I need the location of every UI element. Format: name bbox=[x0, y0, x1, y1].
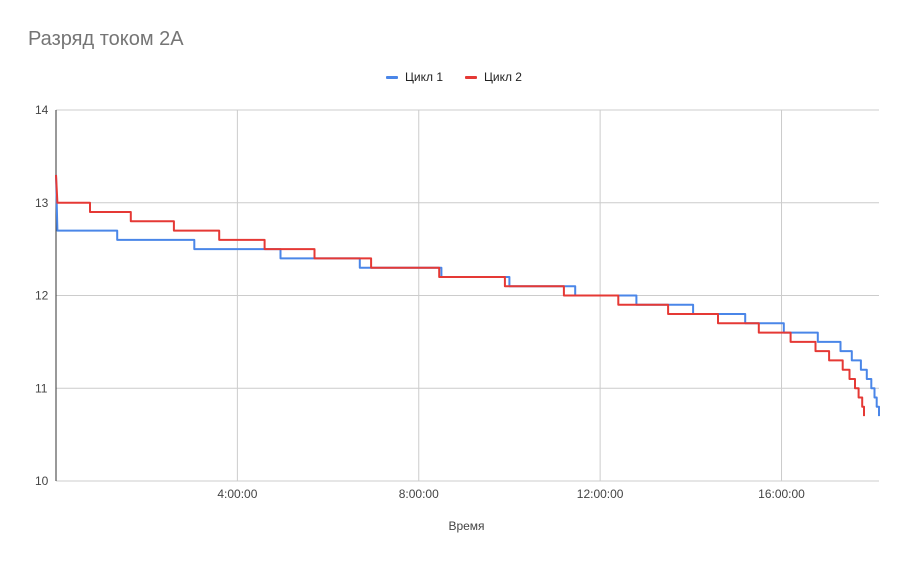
chart-legend: Цикл 1 Цикл 2 bbox=[0, 70, 908, 84]
legend-label-series-1: Цикл 1 bbox=[405, 70, 443, 84]
legend-item-series-2[interactable]: Цикл 2 bbox=[465, 70, 522, 84]
x-tick-label: 16:00:00 bbox=[758, 487, 805, 501]
x-axis-label: Время bbox=[448, 519, 484, 533]
legend-label-series-2: Цикл 2 bbox=[484, 70, 522, 84]
chart-title: Разряд током 2А bbox=[28, 28, 184, 50]
y-tick-label: 11 bbox=[35, 381, 48, 395]
y-tick-label: 13 bbox=[35, 196, 49, 210]
x-tick-label: 8:00:00 bbox=[399, 487, 439, 501]
x-tick-label: 12:00:00 bbox=[577, 487, 624, 501]
x-tick-label: 4:00:00 bbox=[217, 487, 257, 501]
y-tick-label: 14 bbox=[35, 103, 49, 117]
legend-swatch-series-1 bbox=[386, 75, 399, 79]
series-line-1 bbox=[55, 174, 880, 417]
legend-swatch-series-2 bbox=[465, 75, 477, 79]
y-tick-label: 10 bbox=[35, 474, 49, 488]
legend-item-series-1[interactable]: Цикл 1 bbox=[386, 70, 443, 84]
y-tick-label: 12 bbox=[35, 289, 49, 303]
series-line-2 bbox=[55, 174, 865, 417]
